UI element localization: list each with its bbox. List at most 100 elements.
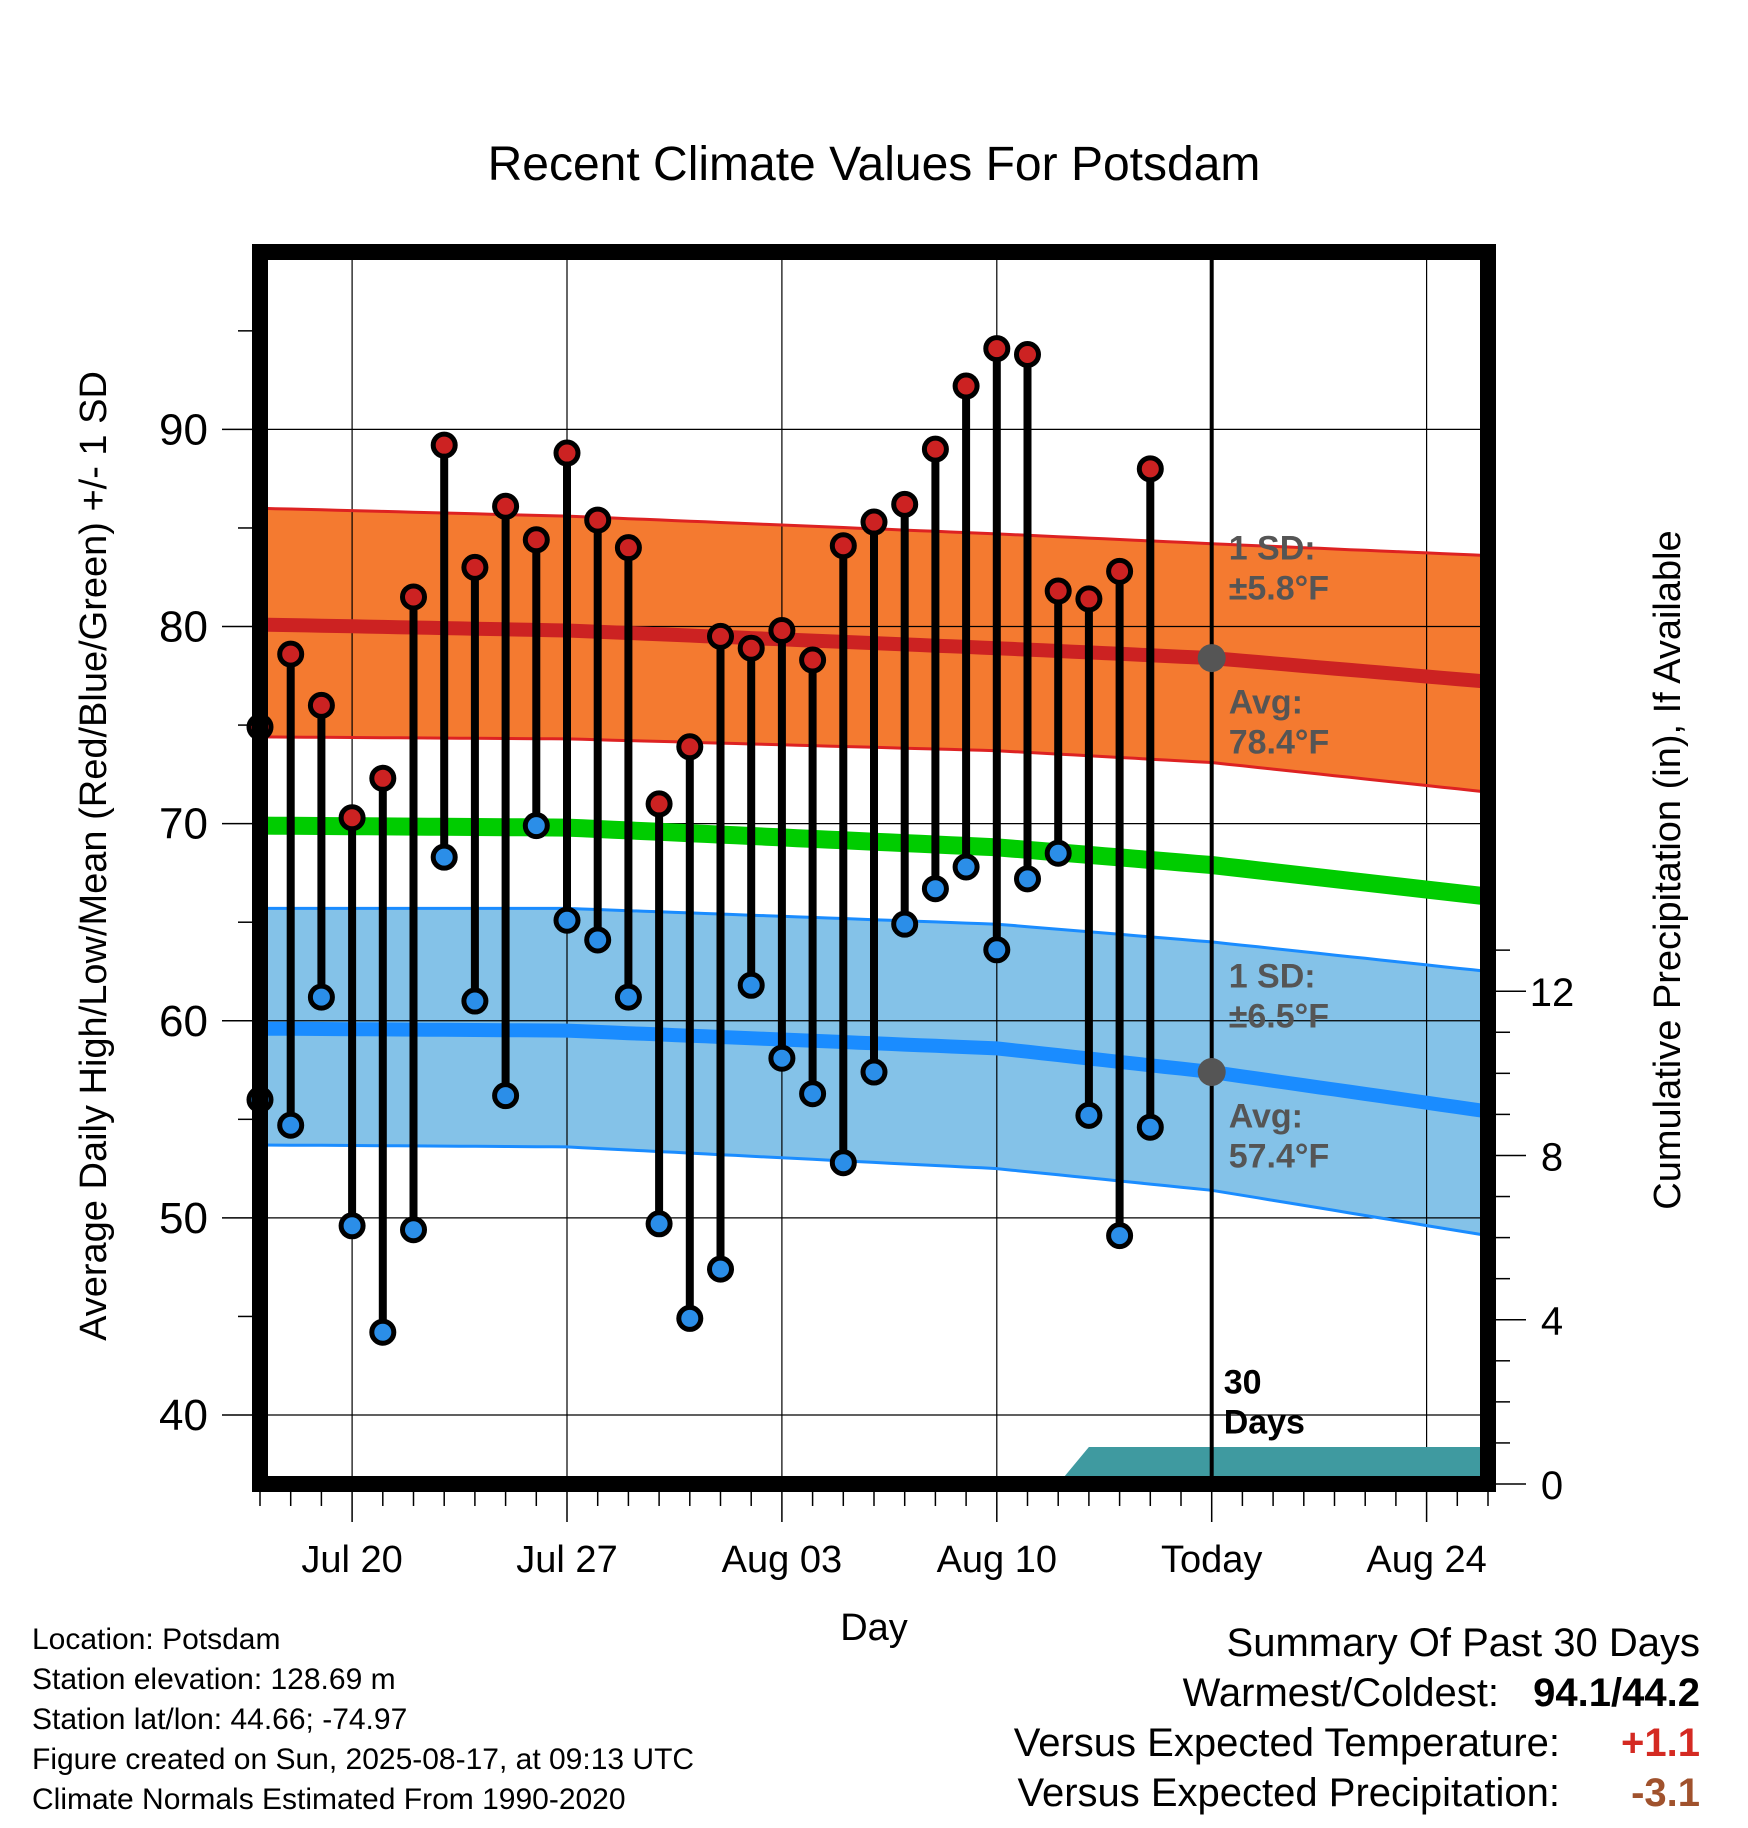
days-annotation: Days [1224,1403,1305,1441]
daily-low-point [277,1111,305,1139]
precip-value: -3.1 [1631,1771,1700,1815]
y2-tick-label: 12 [1530,971,1575,1015]
daily-low-point [369,1318,397,1346]
high-avg-annotation: Avg: [1229,683,1303,721]
daily-low-point [983,936,1011,964]
temp-value: +1.1 [1621,1721,1700,1765]
daily-high-point [768,616,796,644]
today-avg-low-marker [1197,1058,1226,1087]
today-avg-high-marker [1197,644,1226,673]
daily-low-point [400,1216,427,1244]
precipitation-area [1058,1447,1488,1484]
created-text: Figure created on Sun, 2025-08-17, at 09… [32,1743,695,1776]
high-sd-annotation: ±5.8°F [1229,570,1329,608]
daily-low-point [1106,1222,1134,1250]
warmest-label: Warmest/Coldest: [1182,1671,1499,1715]
daily-low-point [338,1212,366,1240]
x-tick-label: Today [1161,1539,1262,1581]
daily-low-point [860,1058,888,1086]
daily-high-point [860,508,888,536]
x-tick-label: Jul 20 [301,1539,402,1581]
daily-low-point [891,910,919,938]
y-tick-label: 90 [159,405,208,454]
y-tick-label: 40 [159,1391,208,1440]
daily-low-point [921,875,949,903]
precip-label: Versus Expected Precipitation: [1017,1771,1560,1815]
low-avg-annotation: Avg: [1229,1097,1303,1135]
daily-low-point [522,812,550,840]
daily-low-point [1044,839,1072,867]
daily-high-point [645,790,673,818]
daily-low-point [492,1082,520,1110]
station-info: Location: Potsdam Station elevation: 128… [32,1620,694,1820]
daily-high-point [829,532,857,560]
daily-high-point [891,490,919,518]
daily-high-point [522,526,550,554]
daily-low-point [584,926,612,954]
x-tick-label: Aug 03 [722,1539,842,1581]
daily-high-point [1136,455,1164,483]
y2-tick-label: 4 [1541,1300,1563,1344]
daily-low-point [676,1304,704,1332]
daily-low-point [799,1080,827,1108]
high-avg-annotation: 78.4°F [1229,723,1330,761]
y-tick-label: 60 [159,997,208,1046]
daily-low-point [707,1255,734,1283]
y-axis-title: Average Daily High/Low/Mean (Red/Blue/Gr… [73,371,115,1341]
daily-low-point [307,983,335,1011]
daily-high-point [614,534,642,562]
days-annotation: 30 [1224,1363,1262,1401]
warmest-value: 94.1/44.2 [1533,1671,1700,1715]
daily-high-point [553,439,581,467]
daily-low-point [461,987,489,1015]
temp-label: Versus Expected Temperature: [1013,1721,1560,1765]
low-avg-annotation: 57.4°F [1229,1137,1330,1175]
sd-edge-line [260,1143,1488,1238]
y2-tick-label: 0 [1541,1464,1563,1508]
daily-high-point [1044,577,1072,605]
daily-low-point [1075,1101,1103,1129]
daily-high-point [277,640,305,668]
plot-frame [252,244,1496,1492]
normals-text: Climate Normals Estimated From 1990-2020 [32,1783,626,1816]
chart-title: Recent Climate Values For Potsdam [488,138,1261,191]
daily-low-point [1136,1113,1164,1141]
daily-high-point [400,583,427,611]
latlon-text: Station lat/lon: 44.66; -74.97 [32,1703,408,1736]
daily-low-point [614,983,642,1011]
x-tick-label: Aug 24 [1366,1539,1486,1581]
daily-high-point [1106,557,1134,585]
y-tick-label: 80 [159,603,208,652]
daily-high-point [1075,585,1103,613]
daily-low-point [768,1044,796,1072]
daily-high-point [461,553,489,581]
daily-high-point [921,435,949,463]
daily-high-point [707,622,734,650]
y2-axis-title: Cumulative Precipitation (in), If Availa… [1647,530,1689,1209]
elevation-text: Station elevation: 128.69 m [32,1663,396,1696]
x-tick-label: Aug 10 [937,1539,1057,1581]
daily-low-point [553,906,581,934]
daily-high-point [737,634,765,662]
daily-high-point [584,506,612,534]
summary-title: Summary Of Past 30 Days [1226,1621,1700,1665]
y2-tick-label: 8 [1541,1135,1563,1179]
x-tick-label: Jul 27 [516,1539,617,1581]
y-tick-label: 50 [159,1194,208,1243]
daily-low-point [829,1149,857,1177]
daily-low-point [1014,865,1041,893]
y-tick-label: 70 [159,800,208,849]
daily-low-point [430,843,458,871]
daily-high-point [799,646,827,674]
daily-high-point [492,492,520,520]
daily-high-point [952,372,980,400]
daily-high-point [430,431,458,459]
summary-panel: Summary Of Past 30 Days Warmest/Coldest:… [800,1618,1700,1818]
daily-high-point [983,335,1011,363]
daily-high-point [307,691,335,719]
high-sd-annotation: 1 SD: [1229,530,1316,568]
location-text: Location: Potsdam [32,1623,281,1656]
daily-low-point [645,1210,673,1238]
